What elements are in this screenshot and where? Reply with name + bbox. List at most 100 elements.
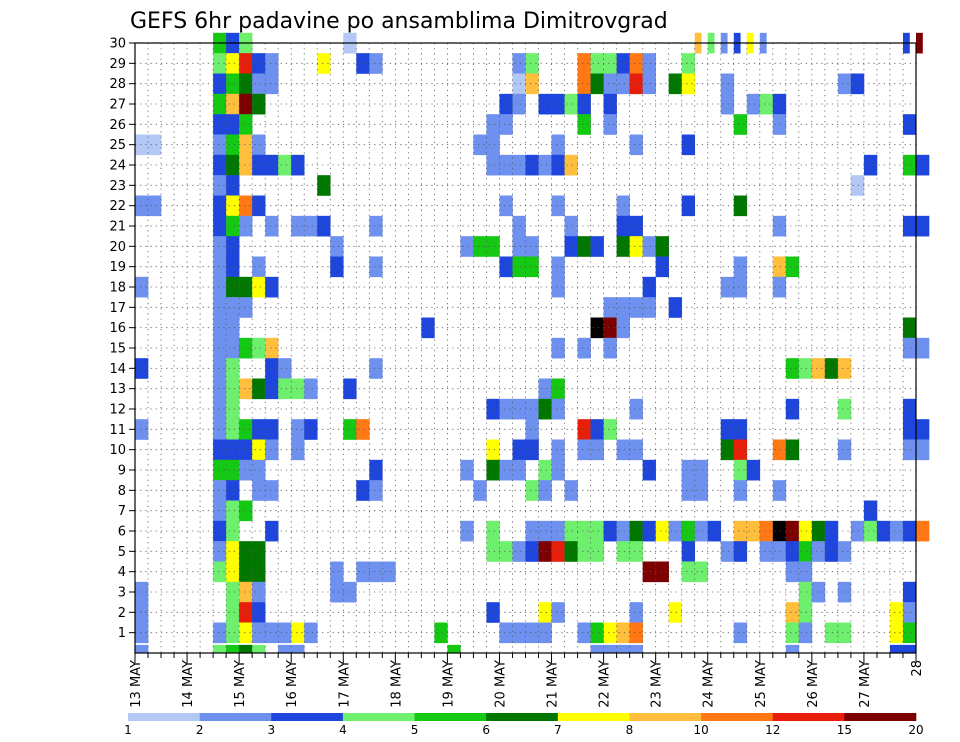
precip-cell (525, 256, 539, 278)
precip-cell (720, 541, 735, 562)
precip-cell (213, 561, 227, 583)
y-tick-label: 19 (109, 260, 126, 275)
precip-cell (525, 541, 539, 562)
precip-cell (213, 256, 227, 278)
precip-cell (642, 297, 656, 318)
precip-cell (226, 276, 240, 298)
precip-cell (772, 276, 787, 298)
y-tick-label: 22 (109, 199, 126, 214)
precip-cell (239, 419, 253, 440)
precip-cell (902, 215, 917, 237)
precip-cell (902, 439, 917, 461)
precip-cell (512, 622, 526, 644)
precip-cell (902, 644, 917, 654)
precip-cell (889, 622, 904, 644)
precip-cell (811, 358, 826, 379)
precip-cell (239, 154, 253, 176)
legend-swatch (199, 713, 272, 721)
precip-cell (135, 644, 149, 654)
precip-cell (239, 541, 253, 562)
precip-cell (369, 459, 383, 481)
precip-cell (330, 236, 344, 257)
precip-cell (226, 297, 240, 318)
precip-cell (824, 541, 839, 562)
legend-swatch (772, 713, 845, 721)
precip-cell (785, 602, 800, 623)
precip-cell (668, 520, 682, 542)
precip-cell (733, 114, 748, 135)
precip-cell (239, 297, 253, 318)
precip-cell (616, 439, 630, 461)
precip-cell (837, 398, 852, 420)
precip-cell (226, 53, 240, 74)
y-tick-label: 17 (109, 301, 126, 316)
precip-cell (837, 581, 852, 603)
precip-cell (681, 459, 696, 481)
precip-cell (512, 439, 526, 461)
precip-cell (213, 622, 227, 644)
precip-cell (564, 520, 578, 542)
precip-cell (863, 520, 878, 542)
y-tick-label: 9 (118, 464, 126, 479)
precip-cell (577, 337, 591, 359)
precip-cell (916, 439, 930, 461)
precip-cell (265, 622, 279, 644)
precip-cell (252, 93, 266, 115)
precip-cell (577, 114, 591, 135)
precip-cell (265, 520, 279, 542)
x-date-label: 19 MAY (441, 660, 456, 708)
precip-cell (486, 439, 500, 461)
precip-cell (135, 195, 149, 217)
precip-cell (616, 541, 630, 562)
precip-cell (772, 439, 787, 461)
precip-cell (213, 419, 227, 440)
precip-cell (252, 480, 266, 501)
precip-cell (252, 439, 266, 461)
precip-cell (330, 561, 344, 583)
precip-cell (629, 602, 643, 623)
precip-cell (460, 520, 474, 542)
precip-cell (226, 520, 240, 542)
precip-cell (798, 622, 813, 644)
precip-cell (551, 439, 565, 461)
precip-cell (733, 419, 748, 440)
precip-cell (902, 114, 917, 135)
precip-cell (629, 134, 643, 156)
precip-cell (668, 297, 682, 318)
y-tick-label: 14 (109, 362, 126, 377)
precip-cell (681, 73, 696, 95)
precip-cell (252, 276, 266, 298)
precip-cell (512, 215, 526, 237)
precip-cell (486, 154, 500, 176)
precip-cell (330, 256, 344, 278)
precip-cell (291, 378, 305, 400)
precip-cell (655, 520, 669, 542)
precip-cell (213, 541, 227, 562)
precip-cell (239, 459, 253, 481)
precip-cell (499, 93, 513, 115)
y-tick-label: 11 (109, 423, 126, 438)
y-tick-label: 10 (109, 443, 126, 458)
precip-cell (226, 398, 240, 420)
precip-cell (499, 459, 513, 481)
precip-cell (356, 419, 370, 440)
precip-cell (369, 215, 383, 237)
precip-cell (902, 520, 917, 542)
precip-cell (226, 337, 240, 359)
precip-cell (772, 114, 787, 135)
precip-cell (733, 520, 748, 542)
precip-cell (577, 419, 591, 440)
precip-cell (642, 520, 656, 542)
precip-cell (551, 256, 565, 278)
precip-cell (603, 114, 617, 135)
precip-cell (694, 459, 709, 481)
precip-cell (265, 53, 279, 74)
precip-cell (837, 358, 852, 379)
precip-cell (681, 480, 696, 501)
precip-cell (577, 93, 591, 115)
legend-swatch (128, 713, 200, 721)
precip-cell (733, 276, 748, 298)
x-date-label: 21 MAY (546, 660, 561, 708)
precip-cell (616, 195, 630, 217)
x-date-label: 25 MAY (754, 660, 769, 708)
